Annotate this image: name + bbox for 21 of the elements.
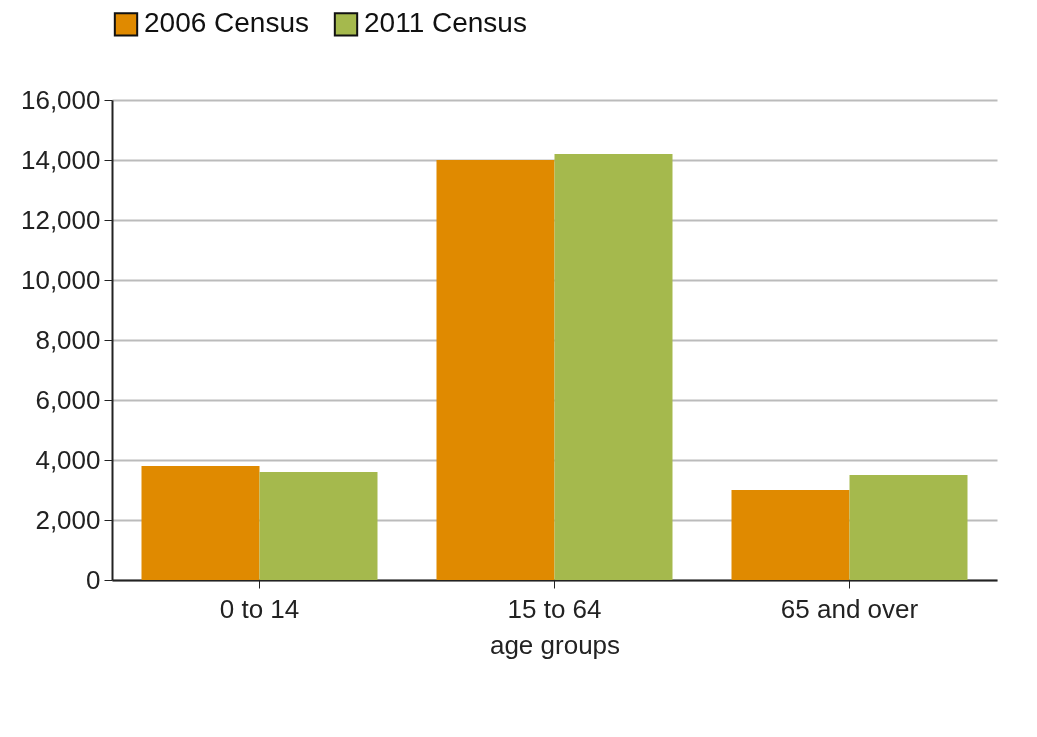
y-tick-label: 16,000	[20, 84, 101, 115]
legend-label: 2006 Census	[144, 7, 310, 39]
x-axis-title: age groups	[489, 629, 621, 660]
y-tick-label: 4,000	[35, 444, 101, 475]
bar	[554, 154, 673, 580]
bar	[436, 160, 555, 580]
bar	[849, 475, 968, 580]
y-tick-label: 10,000	[20, 264, 101, 295]
x-tick-label: 0 to 14	[219, 593, 300, 624]
bar	[731, 490, 850, 580]
y-tick-label: 2,000	[35, 504, 101, 535]
y-tick-label: 6,000	[35, 384, 101, 415]
y-tick-label: 0	[86, 564, 101, 595]
x-tick-label: 15 to 64	[507, 593, 602, 624]
bar	[141, 466, 260, 580]
x-tick-label: 65 and over	[780, 593, 919, 624]
y-tick-label: 12,000	[20, 204, 101, 235]
legend-label: 2011 Census	[364, 7, 527, 39]
bar	[259, 472, 378, 580]
y-tick-label: 14,000	[20, 144, 101, 175]
y-tick-label: 8,000	[35, 324, 101, 355]
